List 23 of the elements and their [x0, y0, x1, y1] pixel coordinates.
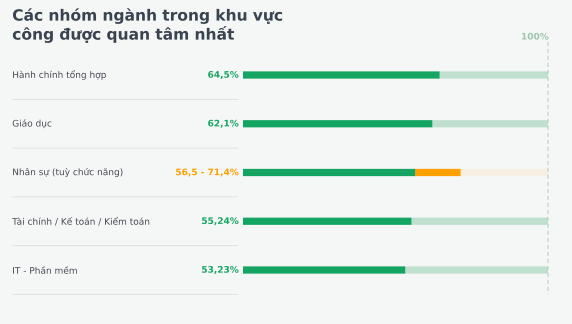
bar: [243, 266, 406, 274]
bar: [432, 120, 548, 128]
bar: [243, 120, 432, 128]
chart-title: Các nhóm ngành trong khu vực công được quan tâm nhất: [12, 8, 282, 43]
y-tick-label: IT - Phần mềm: [13, 266, 77, 274]
y-tick-label: Nhân sự (tuỳ chức năng): [13, 168, 122, 178]
y-tick-label: Tài chính / Kế toán / Kiểm toán: [12, 216, 150, 226]
bar: [405, 266, 548, 274]
data-label: 64,5%: [208, 71, 239, 79]
bar: [243, 168, 416, 176]
y-tick-label: Giáo dục: [12, 119, 52, 128]
bar: [243, 71, 440, 79]
data-label: 55,24%: [202, 217, 239, 226]
text: 56,5 - 71,4%: [176, 168, 239, 176]
bar: [460, 168, 548, 176]
bar: [411, 218, 548, 225]
bar: [243, 218, 412, 225]
bar: [440, 71, 548, 79]
y-tick-label: Hành chính tổng hợp: [13, 70, 106, 80]
ref-line-label: 100%: [522, 32, 549, 40]
data-label: 62,1%: [208, 120, 239, 128]
data-label: 53,23%: [202, 266, 239, 274]
bar: [415, 168, 461, 176]
